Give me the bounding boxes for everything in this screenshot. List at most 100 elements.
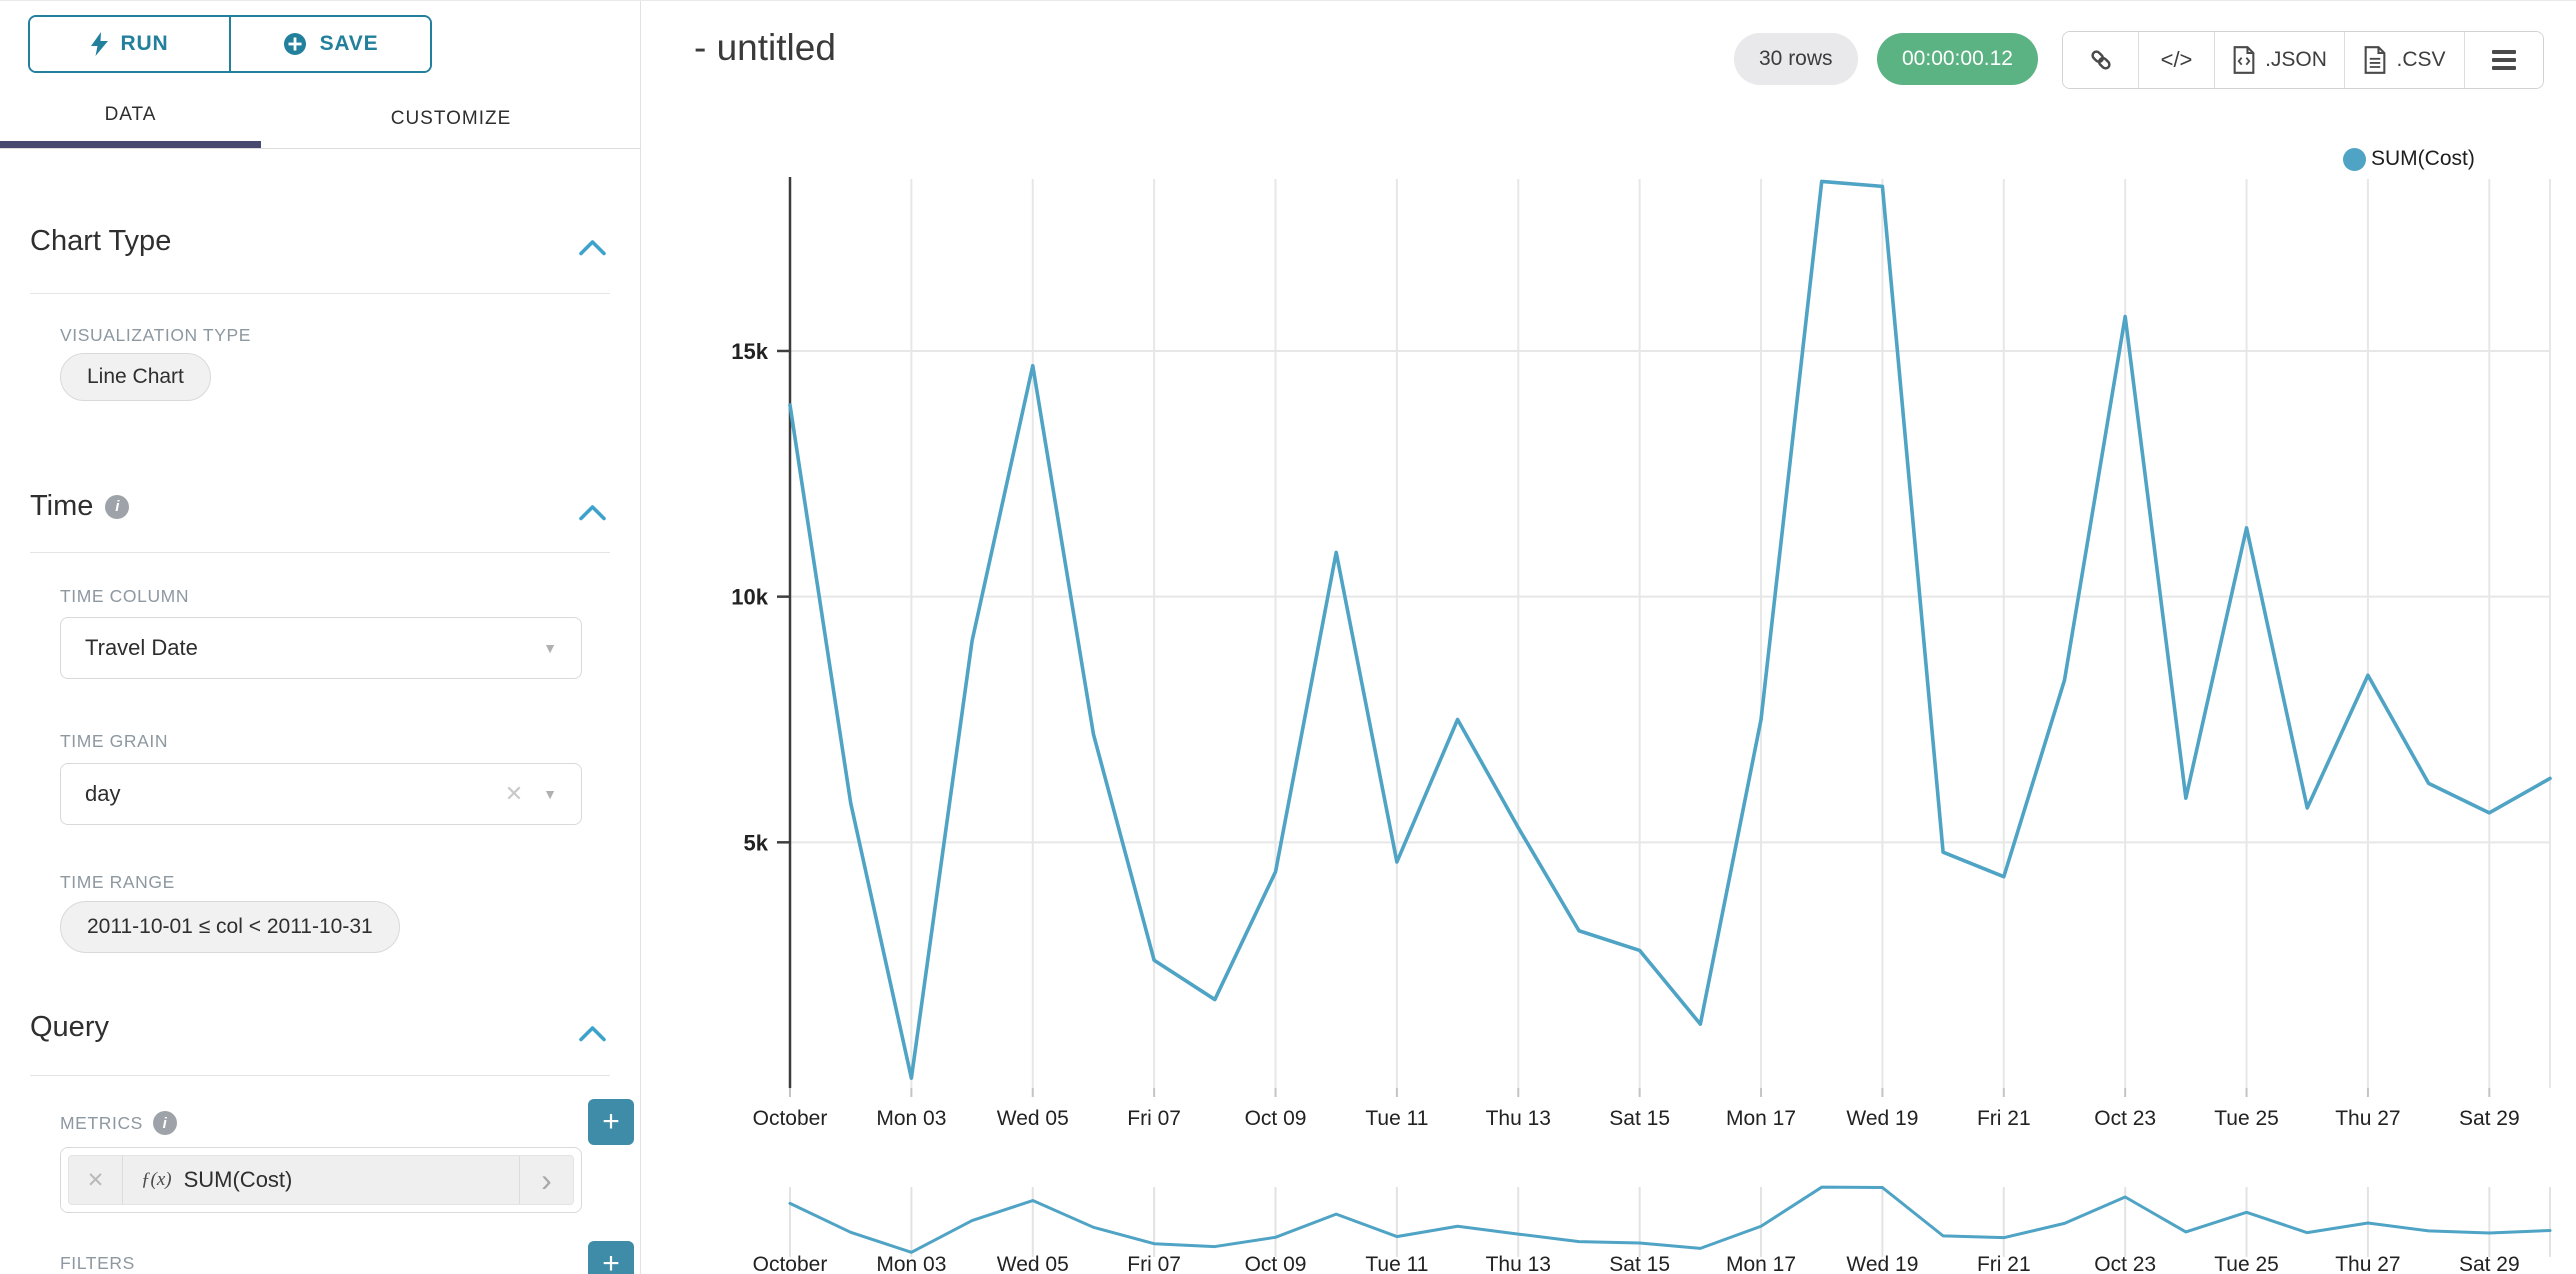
mini-x-axis-label: Tue 11 [1365,1253,1428,1274]
plus-icon: + [602,1105,620,1138]
chart-title[interactable]: - untitled [694,27,836,68]
collapse-chevron-icon[interactable] [579,1025,606,1042]
legend-series-label: SUM(Cost) [2371,147,2475,170]
time-column-label: TIME COLUMN [60,586,190,606]
legend-series-dot [2343,147,2366,171]
x-axis-label: Wed 19 [1846,1107,1918,1130]
y-axis-label: 5k [744,830,769,855]
x-axis-label: Mon 03 [876,1107,946,1130]
mini-x-axis-label: Oct 09 [1245,1253,1307,1274]
x-axis-label: Fri 21 [1977,1107,2031,1130]
section-title-query: Query [30,1011,109,1043]
tab-customize[interactable]: CUSTOMIZE [390,107,512,129]
remove-metric-icon[interactable]: ✕ [69,1156,123,1204]
x-axis-label: Oct 23 [2094,1107,2156,1130]
mini-x-axis-label: Wed 05 [997,1253,1069,1274]
mini-x-axis-label: Mon 03 [876,1253,946,1274]
tab-data[interactable]: DATA [0,89,261,148]
view-query-button[interactable]: </> [2139,32,2215,88]
x-axis-label: Oct 09 [1245,1107,1307,1130]
run-button-label: RUN [120,32,169,55]
share-link-button[interactable] [2063,32,2139,88]
x-axis-label: Tue 25 [2214,1107,2279,1130]
x-axis-label: Sat 15 [1609,1107,1670,1130]
x-axis-label: Sat 29 [2459,1107,2520,1130]
section-divider [30,293,610,294]
collapse-chevron-icon[interactable] [579,504,606,521]
link-icon [2090,50,2111,70]
add-metric-button[interactable]: + [588,1099,634,1145]
visualization-type-value[interactable]: Line Chart [60,353,211,401]
add-filter-button[interactable]: + [588,1241,634,1274]
mini-x-axis-label: Fri 21 [1977,1253,2031,1274]
run-save-button-group: RUN SAVE [28,15,432,73]
file-text-icon [2365,46,2386,74]
mini-x-axis-label: Fri 07 [1127,1253,1181,1274]
mini-x-axis-label: Oct 23 [2094,1253,2156,1274]
function-icon: ƒ(x) [141,1169,172,1190]
hamburger-menu-icon [2492,50,2516,70]
export-json-button[interactable]: .JSON [2215,32,2345,88]
metric-item[interactable]: ✕ ƒ(x) SUM(Cost) › [68,1155,574,1205]
mini-x-axis-label: Mon 17 [1726,1253,1796,1274]
filters-label: FILTERS [60,1253,135,1273]
time-grain-value: day [85,781,121,806]
section-divider [30,1075,610,1076]
row-count-badge: 30 rows [1734,33,1858,85]
chart-menu-button[interactable] [2465,32,2543,88]
metric-body: ƒ(x) SUM(Cost) [123,1156,519,1204]
x-axis-label: Wed 05 [997,1107,1069,1130]
x-axis-label: October [753,1107,828,1130]
clear-icon[interactable]: ✕ [504,781,524,806]
mini-x-axis-label: Thu 13 [1486,1253,1551,1274]
visualization-type-label: VISUALIZATION TYPE [60,325,252,345]
lightning-bolt-icon [90,32,108,56]
section-title-time: Time i [30,490,130,523]
y-axis-label: 15k [731,339,768,364]
time-range-label: TIME RANGE [60,872,175,892]
export-json-label: .JSON [2265,48,2327,71]
x-axis-label: Thu 13 [1486,1107,1551,1130]
export-csv-label: .CSV [2396,48,2446,71]
mini-x-axis-label: October [753,1253,828,1274]
time-column-select[interactable]: Travel Date ▼ [60,617,582,679]
mini-x-axis-label: Thu 27 [2335,1253,2400,1274]
save-button[interactable]: SAVE [231,17,430,71]
x-axis-label: Fri 07 [1127,1107,1181,1130]
time-grain-label: TIME GRAIN [60,731,169,751]
export-toolbar: </> .JSON .CSV [2062,31,2544,89]
time-column-value: Travel Date [85,635,198,660]
mini-x-axis-label: Tue 25 [2214,1253,2279,1274]
x-axis-label: Tue 11 [1365,1107,1428,1130]
file-code-icon [2233,46,2255,74]
metrics-control: ✕ ƒ(x) SUM(Cost) › [60,1147,582,1213]
section-title-chart-type: Chart Type [30,225,172,257]
metrics-label: METRICS i [60,1111,177,1135]
plus-circle-icon [283,33,306,55]
series-line[interactable] [788,179,2552,1080]
info-icon: i [105,494,130,519]
time-range-value[interactable]: 2011-10-01 ≤ col < 2011-10-31 [60,901,400,953]
query-timer-badge: 00:00:00.12 [1877,33,2038,85]
chart-legend[interactable]: SUM(Cost) [2343,147,2475,171]
mini-series-line[interactable] [788,1185,2552,1254]
info-icon: i [152,1111,177,1135]
x-axis-label: Thu 27 [2335,1107,2400,1130]
metric-name: SUM(Cost) [183,1167,293,1192]
mini-x-axis-label: Sat 29 [2459,1253,2520,1274]
time-grain-select[interactable]: day ✕ ▼ [60,763,582,825]
mini-x-axis-label: Wed 19 [1846,1253,1918,1274]
collapse-chevron-icon[interactable] [579,239,606,256]
expand-metric-icon[interactable]: › [519,1156,573,1204]
y-axis-label: 10k [731,585,768,610]
x-axis-label: Mon 17 [1726,1107,1796,1130]
control-panel: RUN SAVE DATA CUSTOMIZE Chart Type VISUA… [0,1,641,1274]
run-button[interactable]: RUN [30,17,231,71]
mini-x-axis-label: Sat 15 [1609,1253,1670,1274]
export-csv-button[interactable]: .CSV [2345,32,2465,88]
plus-icon: + [602,1247,620,1274]
section-divider [30,552,610,553]
code-icon: </> [2160,47,2193,72]
